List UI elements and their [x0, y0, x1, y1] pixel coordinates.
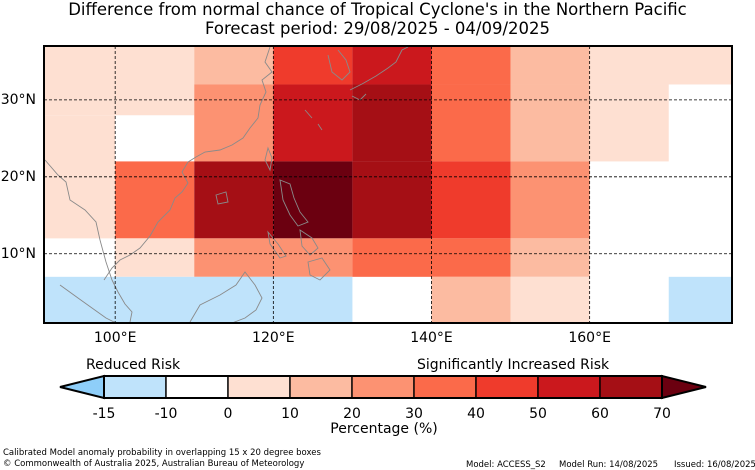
anomaly-cell	[668, 276, 732, 323]
coastline-visayas	[299, 229, 319, 256]
anomaly-cell	[273, 84, 353, 162]
colorbar-tick-label: 70	[653, 406, 671, 422]
anomaly-cell	[194, 84, 274, 162]
coastline-ryukyu	[304, 109, 323, 131]
chart-title: Difference from normal chance of Tropica…	[68, 0, 687, 19]
footer-copyright: © Commonwealth of Australia 2025, Austra…	[3, 459, 305, 469]
colorbar-tick-label: -10	[154, 406, 178, 422]
latitude-tick-label: 20°N	[0, 168, 36, 185]
coastline-china	[187, 46, 273, 163]
coastline-hainan	[215, 191, 229, 205]
colorbar-bin	[165, 375, 229, 399]
anomaly-cell	[431, 84, 511, 162]
footer-method: Calibrated Model anomaly probability in …	[3, 448, 321, 458]
increased-risk-label: Significantly Increased Risk	[417, 357, 610, 373]
anomaly-cells	[44, 46, 732, 323]
anomaly-cell	[589, 46, 732, 85]
anomaly-cell	[589, 276, 669, 323]
coastline-borneo	[189, 271, 263, 324]
coastline-korea	[327, 49, 351, 81]
coastline-taiwan	[264, 146, 273, 172]
forecast-period: Forecast period: 29/08/2025 - 04/09/2025	[204, 19, 551, 38]
latitude-tick-label: 10°N	[0, 245, 36, 262]
coastline-bay-of-bengal	[44, 159, 113, 281]
colorbar-bin	[227, 375, 291, 399]
colorbar-bin	[351, 375, 415, 399]
anomaly-cell	[431, 276, 511, 323]
anomaly-cell	[510, 276, 590, 323]
colorbar-tick-label: 40	[467, 406, 485, 422]
colorbar-tick-label: 10	[281, 406, 299, 422]
coastline-mindanao	[307, 257, 331, 281]
anomaly-cell	[431, 161, 511, 239]
anomaly-cell	[44, 46, 195, 116]
colorbar-under-arrow	[59, 374, 105, 400]
anomaly-cell	[115, 238, 195, 277]
anomaly-cell	[273, 161, 353, 239]
anomaly-cell	[589, 84, 669, 162]
coastline-luzon	[279, 179, 309, 227]
anomaly-cell	[194, 161, 274, 239]
longitude-tick-label: 140°E	[410, 330, 453, 346]
footer-issued: Issued: 16/08/2025	[674, 460, 755, 470]
longitude-tick-label: 160°E	[568, 330, 611, 346]
longitude-tick-label: 100°E	[93, 330, 137, 346]
colorbar-bin	[475, 375, 539, 399]
colorbar-axis-label: Percentage (%)	[330, 421, 438, 437]
anomaly-cell	[194, 46, 274, 85]
reduced-risk-label: Reduced Risk	[86, 357, 181, 373]
colorbar-bin	[289, 375, 353, 399]
anomaly-cell	[352, 161, 432, 239]
anomaly-cell	[510, 161, 590, 239]
colorbar-tick-label: -15	[92, 406, 116, 422]
coastline-indochina	[103, 161, 189, 281]
colorbar-tick-label: 0	[223, 406, 233, 422]
anomaly-cell	[510, 238, 590, 277]
colorbar-over-arrow	[661, 374, 707, 400]
anomaly-cell	[510, 46, 590, 85]
anomaly-cell	[431, 46, 511, 85]
coastline-palawan	[267, 230, 287, 259]
map-frame	[43, 45, 733, 324]
colorbar-tick-label: 60	[591, 406, 609, 422]
colorbar-bin	[599, 375, 663, 399]
coastline-sumatra	[59, 284, 117, 324]
coastline-malay-peninsula	[111, 279, 133, 323]
footer-model-run: Model Run: 14/08/2025	[559, 460, 659, 470]
anomaly-cell	[44, 276, 353, 323]
colorbar	[59, 374, 707, 400]
longitude-tick-label: 120°E	[252, 330, 295, 346]
colorbar-tick-label: 20	[343, 406, 361, 422]
anomaly-cell	[115, 161, 195, 239]
latitude-tick-label: 30°N	[0, 91, 36, 108]
anomaly-cell	[510, 84, 590, 162]
gridlines	[44, 46, 732, 323]
colorbar-frame	[103, 375, 663, 399]
colorbar-bin	[537, 375, 601, 399]
anomaly-cell	[668, 238, 732, 277]
colorbar-tick-label: 50	[529, 406, 547, 422]
anomaly-cell	[352, 84, 432, 162]
footer-model: Model: ACCESS_S2	[466, 460, 546, 470]
colorbar-tick-label: 30	[405, 406, 423, 422]
colorbar-bin	[413, 375, 477, 399]
colorbar-bin	[103, 375, 167, 399]
